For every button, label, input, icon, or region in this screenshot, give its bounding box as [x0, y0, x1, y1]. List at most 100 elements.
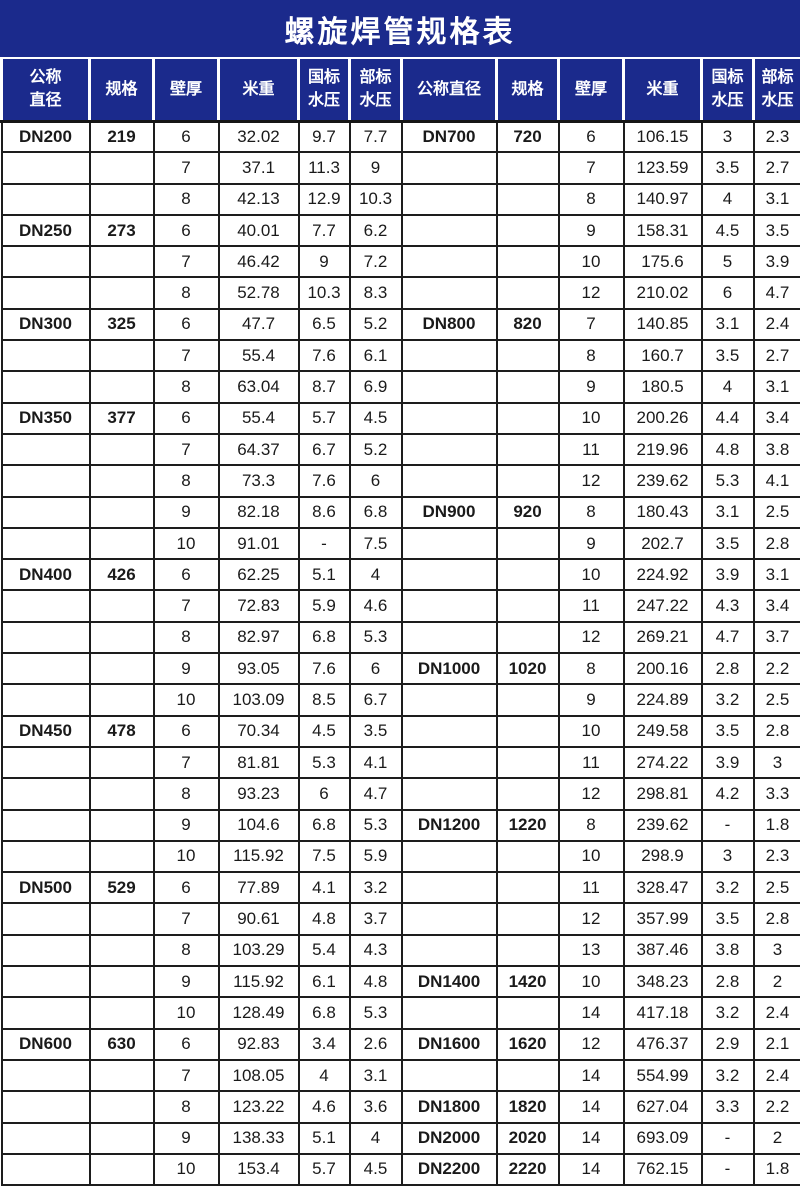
column-header-nominal-diameter-left: 公称 直径 [2, 58, 90, 121]
cell: 140.85 [624, 309, 702, 340]
cell: 10.3 [350, 184, 402, 215]
cell: 2.6 [350, 1029, 402, 1060]
cell [402, 184, 497, 215]
cell [2, 1154, 90, 1185]
cell: 10 [154, 1154, 219, 1185]
cell: 4.5 [702, 215, 754, 246]
cell: 4 [702, 184, 754, 215]
cell: 160.7 [624, 340, 702, 371]
cell: 9 [559, 528, 624, 559]
cell [90, 246, 154, 277]
cell: 5.7 [299, 403, 350, 434]
cell [90, 997, 154, 1028]
cell: 5.3 [350, 810, 402, 841]
cell: 3 [754, 935, 800, 966]
cell: 630 [90, 1029, 154, 1060]
cell: 93.05 [219, 653, 299, 684]
cell: 2.8 [754, 903, 800, 934]
cell: 3.1 [754, 184, 800, 215]
cell: 8 [154, 622, 219, 653]
cell [90, 184, 154, 215]
cell: 5.1 [299, 1123, 350, 1154]
cell: 12 [559, 277, 624, 308]
cell: 8.3 [350, 277, 402, 308]
column-header-gb-pressure-left: 国标 水压 [299, 58, 350, 121]
cell: 3.4 [299, 1029, 350, 1060]
cell [497, 528, 559, 559]
cell: 4 [350, 1123, 402, 1154]
cell: DN300 [2, 309, 90, 340]
cell: 4.7 [350, 778, 402, 809]
cell [2, 528, 90, 559]
cell: 4.7 [754, 277, 800, 308]
cell: 10 [559, 966, 624, 997]
table-header: 公称 直径 规格 壁厚 米重 国标 水压 部标 水压 公称直径 规格 壁厚 米重… [2, 58, 800, 121]
cell: 47.7 [219, 309, 299, 340]
cell: 2.8 [754, 528, 800, 559]
cell [402, 465, 497, 496]
cell: 8 [154, 1091, 219, 1122]
cell [402, 747, 497, 778]
column-header-spec-left: 规格 [90, 58, 154, 121]
cell: 6 [299, 778, 350, 809]
cell: 4.8 [350, 966, 402, 997]
cell: 720 [497, 121, 559, 152]
cell [402, 716, 497, 747]
cell [2, 277, 90, 308]
cell: 4 [702, 371, 754, 402]
cell: 6 [350, 465, 402, 496]
cell: 820 [497, 309, 559, 340]
cell: 2.4 [754, 997, 800, 1028]
cell [402, 152, 497, 183]
cell [402, 340, 497, 371]
cell: 8 [154, 778, 219, 809]
cell: DN400 [2, 559, 90, 590]
cell: 175.6 [624, 246, 702, 277]
cell: 4.1 [754, 465, 800, 496]
cell [402, 434, 497, 465]
cell: 6 [154, 403, 219, 434]
cell: 9 [154, 653, 219, 684]
cell: 8 [559, 810, 624, 841]
cell: 219.96 [624, 434, 702, 465]
cell: 5.2 [350, 434, 402, 465]
cell: 2.2 [754, 1091, 800, 1122]
cell: 7.2 [350, 246, 402, 277]
cell: 180.5 [624, 371, 702, 402]
cell: 12 [559, 778, 624, 809]
cell: 8 [559, 184, 624, 215]
cell [497, 935, 559, 966]
cell: 52.78 [219, 277, 299, 308]
cell: 3 [702, 841, 754, 872]
cell [90, 590, 154, 621]
cell: 3.2 [350, 872, 402, 903]
cell: 3.8 [702, 935, 754, 966]
cell: 6.7 [350, 684, 402, 715]
cell: 106.15 [624, 121, 702, 152]
cell: 325 [90, 309, 154, 340]
cell [2, 184, 90, 215]
cell: 4.6 [350, 590, 402, 621]
cell: 6.7 [299, 434, 350, 465]
cell: 8.5 [299, 684, 350, 715]
cell [497, 184, 559, 215]
cell: 115.92 [219, 966, 299, 997]
cell: 377 [90, 403, 154, 434]
cell: DN250 [2, 215, 90, 246]
cell: 8 [154, 371, 219, 402]
cell: 5.7 [299, 1154, 350, 1185]
cell [402, 872, 497, 903]
cell: 478 [90, 716, 154, 747]
column-header-mb-pressure-left: 部标 水压 [350, 58, 402, 121]
cell: 6.1 [299, 966, 350, 997]
cell: 2020 [497, 1123, 559, 1154]
cell: 5.1 [299, 559, 350, 590]
cell [90, 340, 154, 371]
cell: 7 [154, 340, 219, 371]
cell: DN1400 [402, 966, 497, 997]
cell: 70.34 [219, 716, 299, 747]
